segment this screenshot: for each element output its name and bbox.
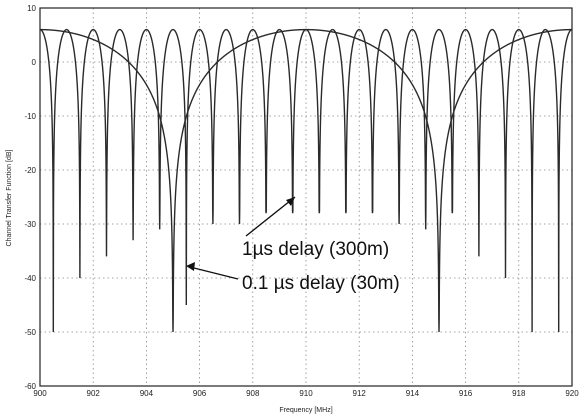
- annotations: 1µs delay (300m) 0.1 µs delay (30m): [186, 196, 400, 294]
- y-tick-label: -40: [24, 274, 36, 283]
- annotation-1us: 1µs delay (300m): [242, 239, 389, 260]
- y-tick-label: 10: [27, 4, 36, 13]
- x-tick-label: 914: [406, 389, 420, 398]
- y-tick-label: -50: [24, 328, 36, 337]
- y-tick-label: -20: [24, 166, 36, 175]
- x-tick-label: 906: [193, 389, 207, 398]
- x-tick-label: 916: [459, 389, 473, 398]
- plot-frame: [39, 7, 573, 387]
- x-tick-label: 908: [246, 389, 260, 398]
- series-group: [39, 28, 573, 333]
- annotation-arrow-0-1us: [189, 266, 239, 280]
- y-tick-label: -60: [24, 382, 36, 391]
- y-tick-label: -30: [24, 220, 36, 229]
- annotation-arrowhead-1us: [286, 197, 295, 206]
- x-tick-label: 900: [33, 389, 47, 398]
- y-tick-label: -10: [24, 112, 36, 121]
- annotation-arrowhead-0-1us: [186, 262, 195, 271]
- x-tick-label: 902: [87, 389, 101, 398]
- x-tick-label: 918: [512, 389, 526, 398]
- grid-lines: [40, 8, 572, 386]
- x-tick-labels: 900 902 904 906 908 910 912 914 916 918 920: [33, 389, 579, 398]
- x-tick-label: 912: [353, 389, 367, 398]
- annotation-0-1us: 0.1 µs delay (30m): [242, 273, 400, 294]
- y-axis-label: Channel Transfer Function [dB]: [6, 150, 13, 247]
- y-tick-labels: 10 0 -10 -20 -30 -40 -50 -60: [24, 4, 36, 391]
- y-tick-label: 0: [32, 58, 37, 67]
- annotation-arrow-1us: [245, 196, 296, 237]
- x-tick-label: 920: [565, 389, 579, 398]
- x-axis-label: Frequency [MHz]: [279, 407, 332, 414]
- x-tick-label: 910: [299, 389, 313, 398]
- series-line-0-1us: [40, 28, 572, 333]
- x-tick-label: 904: [140, 389, 154, 398]
